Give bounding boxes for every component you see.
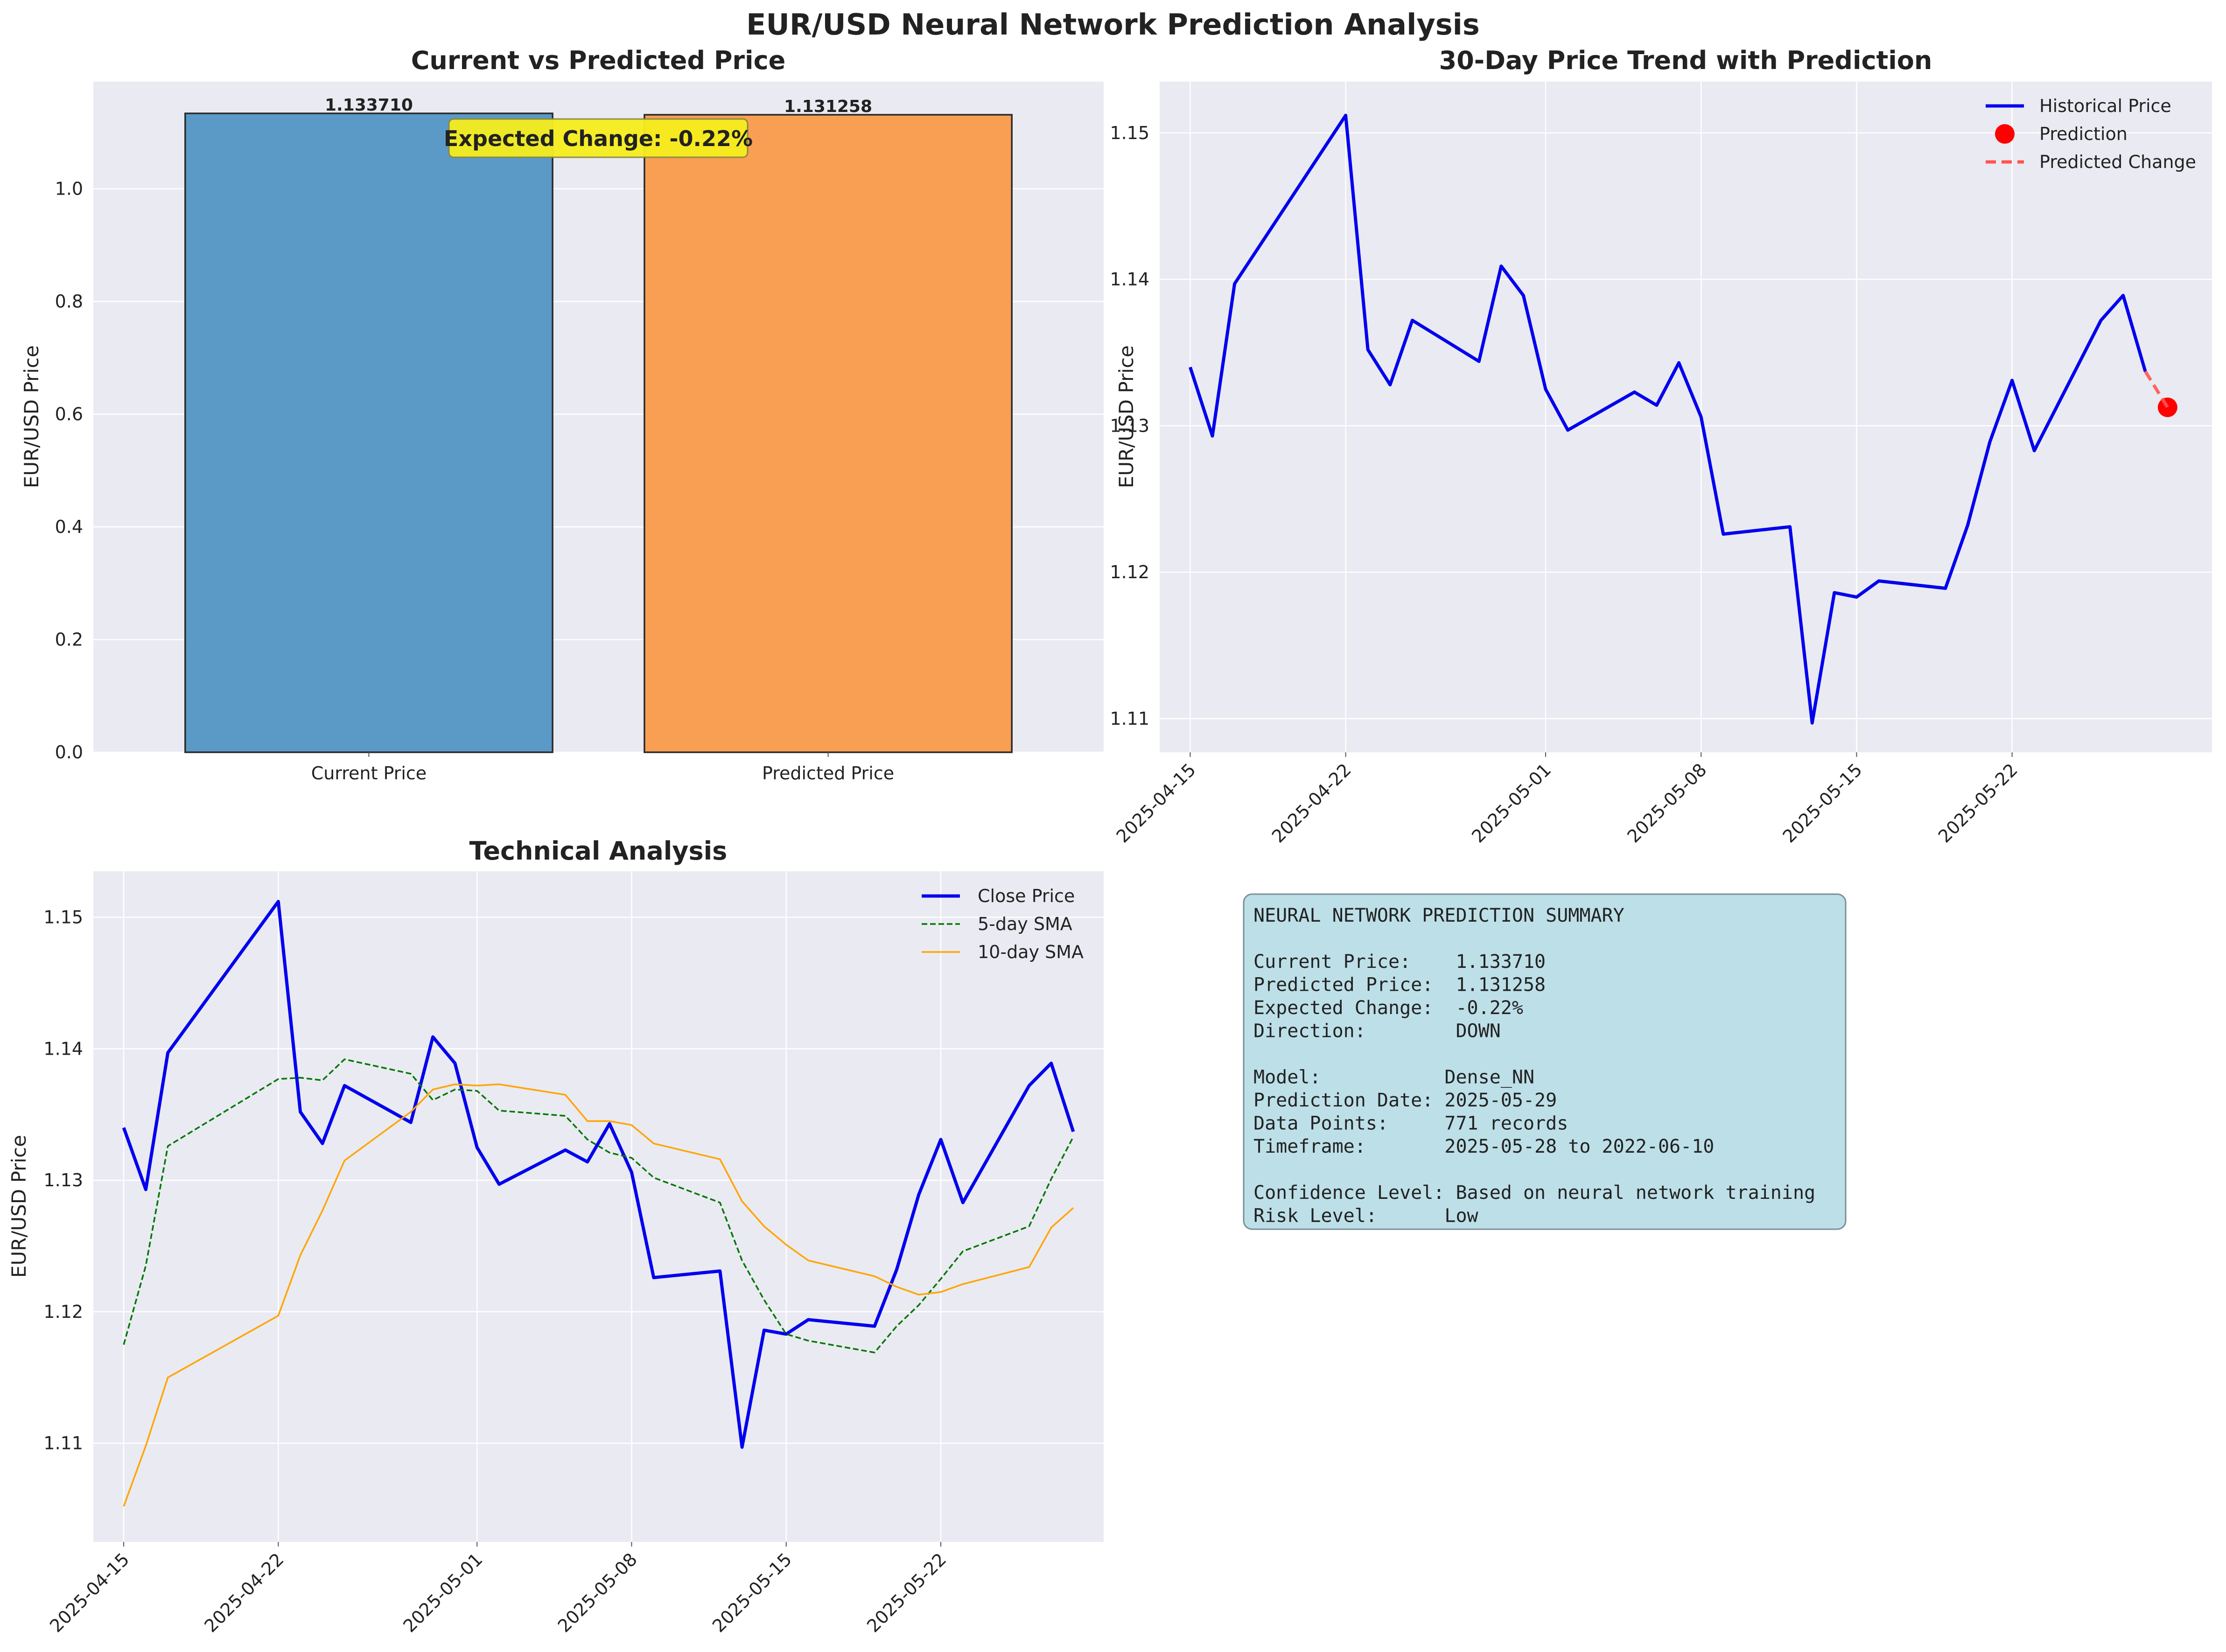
trend-plot-area xyxy=(1160,82,2212,752)
technical-y-tick-label: 1.14 xyxy=(43,1038,83,1059)
sma10-line xyxy=(123,1083,1074,1507)
trend-legend: Historical Price Prediction Predicted Ch… xyxy=(1986,96,2196,172)
summary-line: Model: Dense_NN xyxy=(1253,1067,1534,1088)
summary-line: Predicted Price: 1.131258 xyxy=(1253,974,1546,996)
bar-y-tick-label: 0.6 xyxy=(55,404,83,424)
trend-y-axis-label: EUR/USD Price xyxy=(1115,345,1138,488)
bar-x-tick-label: Current Price xyxy=(311,763,427,784)
legend-predicted-change-label: Predicted Change xyxy=(2039,152,2196,172)
historical-price-line xyxy=(1189,113,2147,725)
bar-y-axis-label: EUR/USD Price xyxy=(20,345,43,488)
summary-line: Expected Change: -0.22% xyxy=(1253,997,1523,1019)
summary-line: Current Price: 1.133710 xyxy=(1253,951,1546,973)
technical-chart-title: Technical Analysis xyxy=(469,836,728,866)
bar-value-label: 1.131258 xyxy=(784,97,872,116)
technical-series xyxy=(122,900,1075,1507)
technical-gridlines xyxy=(93,871,1104,1542)
technical-y-ticks: 1.11 1.12 1.13 1.14 1.15 xyxy=(43,907,83,1454)
summary-panel: NEURAL NETWORK PREDICTION SUMMARY Current… xyxy=(1243,893,1847,1230)
summary-line: Direction: DOWN xyxy=(1253,1021,1501,1042)
bar-y-tick-label: 1.0 xyxy=(55,178,83,199)
summary-line: Timeframe: 2025-05-28 to 2022-06-10 xyxy=(1253,1136,1714,1157)
summary-box xyxy=(1243,893,1847,1230)
trend-chart-panel: 1.111.121.131.141.15 2025-04-15 2025-04-2… xyxy=(1110,46,2212,847)
bars xyxy=(184,112,1013,753)
summary-lines: NEURAL NETWORK PREDICTION SUMMARY Current… xyxy=(1253,905,1815,1227)
legend-sma5-label: 5-day SMA xyxy=(978,914,1072,934)
trend-y-tick-label: 1.13 xyxy=(1110,415,1149,436)
technical-y-tick-label: 1.12 xyxy=(43,1302,83,1322)
technical-y-axis-label: EUR/USD Price xyxy=(7,1135,30,1278)
trend-chart-title: 30-Day Price Trend with Prediction xyxy=(1439,46,1932,75)
bar-y-tick-label: 0.4 xyxy=(55,517,83,537)
figure-title: EUR/USD Neural Network Prediction Analys… xyxy=(746,7,1480,42)
bar-chart-title: Current vs Predicted Price xyxy=(411,46,785,75)
legend-prediction-label: Prediction xyxy=(2039,124,2128,144)
trend-series xyxy=(1189,113,2177,725)
bar-y-ticks: 0.0 0.2 0.4 0.6 0.8 1.0 xyxy=(55,178,83,763)
bar-value-label: 1.133710 xyxy=(325,96,413,115)
predicted-change-line xyxy=(2144,371,2169,408)
summary-line: Risk Level: Low xyxy=(1253,1205,1479,1227)
trend-y-ticks: 1.11 1.12 1.13 1.14 1.15 xyxy=(1110,123,1149,729)
trend-y-tick-label: 1.14 xyxy=(1110,269,1149,290)
annotation-text: Expected Change: -0.22% xyxy=(444,126,753,151)
legend-sma10-label: 10-day SMA xyxy=(978,942,1084,962)
predicted-price-bar xyxy=(644,114,1013,753)
expected-change-annotation: Expected Change: -0.22% xyxy=(444,118,753,158)
bar-y-tick-label: 0.0 xyxy=(55,742,83,763)
prediction-marker xyxy=(2157,397,2177,417)
trend-y-tick-label: 1.12 xyxy=(1110,562,1149,582)
bar-y-tick-label: 0.8 xyxy=(55,291,83,312)
technical-y-tick-label: 1.11 xyxy=(43,1433,83,1454)
bar-value-labels: 1.133710 1.131258 xyxy=(325,96,872,116)
bar-x-ticks: Current Price Predicted Price xyxy=(311,752,894,784)
technical-plot-area xyxy=(93,871,1104,1542)
technical-y-tick-label: 1.15 xyxy=(43,907,83,928)
technical-chart-panel: 1.111.121.131.141.15 2025-04-15 2025-04-2… xyxy=(7,836,1104,1637)
sma5-line xyxy=(123,1058,1074,1354)
annotation-box xyxy=(448,118,749,158)
legend-prediction-marker xyxy=(1995,124,2015,144)
summary-line: Confidence Level: Based on neural networ… xyxy=(1253,1182,1815,1204)
trend-y-tick-label: 1.11 xyxy=(1110,708,1149,729)
close-price-line xyxy=(122,900,1075,1449)
trend-y-tick-label: 1.15 xyxy=(1110,123,1149,143)
summary-line: Prediction Date: 2025-05-29 xyxy=(1253,1090,1557,1111)
summary-line: Data Points: 771 records xyxy=(1253,1113,1568,1134)
bar-x-tick-label: Predicted Price xyxy=(762,763,894,784)
current-price-bar xyxy=(184,112,553,753)
technical-legend: Close Price 5-day SMA 10-day SMA xyxy=(922,886,1084,962)
technical-y-tick-label: 1.13 xyxy=(43,1170,83,1190)
bar-chart-panel: 0.0 0.2 0.4 0.6 0.8 1.0 Current Price Predicte… xyxy=(20,46,1104,784)
legend-close-label: Close Price xyxy=(978,886,1075,906)
summary-line: NEURAL NETWORK PREDICTION SUMMARY xyxy=(1253,905,1624,926)
bar-y-tick-label: 0.2 xyxy=(55,629,83,650)
legend-historical-label: Historical Price xyxy=(2039,96,2171,116)
